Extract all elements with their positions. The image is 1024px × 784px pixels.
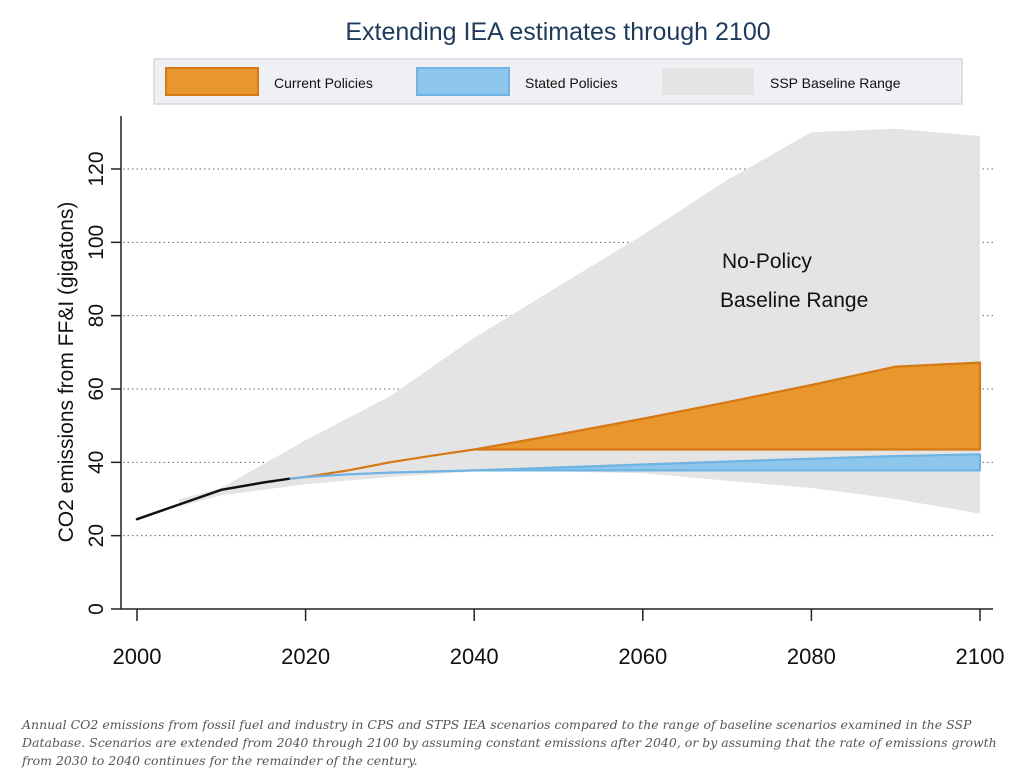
legend-swatch-current-policies (165, 67, 259, 96)
annotation: No-Policy Baseline Range (720, 250, 868, 312)
x-tick-label-2000: 2000 (113, 644, 162, 669)
chart: Extending IEA estimates through 2100 Cur… (55, 18, 1004, 669)
y-tick-label-20: 20 (85, 524, 108, 547)
x-tick-label-2040: 2040 (450, 644, 499, 669)
x-tick-label-2020: 2020 (281, 644, 330, 669)
y-tick-label-80: 80 (85, 304, 108, 327)
legend-label-ssp-baseline-range: SSP Baseline Range (770, 75, 901, 91)
series-historical-line (135, 477, 290, 521)
figure-caption: Annual CO2 emissions from fossil fuel an… (22, 717, 997, 768)
y-tick-label-60: 60 (85, 377, 108, 400)
x-tick-label-2060: 2060 (618, 644, 667, 669)
legend-swatch-stated-policies (416, 67, 510, 96)
y-tick-label-120: 120 (85, 151, 108, 186)
plot-series (135, 128, 982, 521)
series-current-policies-band (287, 361, 982, 480)
x-tick-label-2100: 2100 (956, 644, 1005, 669)
legend-swatch-ssp-baseline-range (662, 68, 754, 95)
legend: Current Policies Stated Policies SSP Bas… (153, 58, 963, 105)
annotation-line-2: Baseline Range (720, 289, 868, 312)
annotation-line-1: No-Policy (722, 250, 812, 273)
chart-title: Extending IEA estimates through 2100 (345, 18, 770, 46)
legend-box (153, 58, 963, 105)
y-tick-label-0: 0 (85, 603, 108, 615)
legend-label-current-policies: Current Policies (274, 75, 373, 91)
series-stated-policies-band (287, 453, 982, 480)
y-axis-label: CO2 emissions from FF&I (gigatons) (55, 202, 78, 543)
series-ssp-baseline-range-band (179, 128, 980, 514)
x-tick-label-2080: 2080 (787, 644, 836, 669)
legend-label-stated-policies: Stated Policies (525, 75, 618, 91)
y-tick-label-100: 100 (85, 225, 108, 260)
y-tick-label-40: 40 (85, 451, 108, 474)
